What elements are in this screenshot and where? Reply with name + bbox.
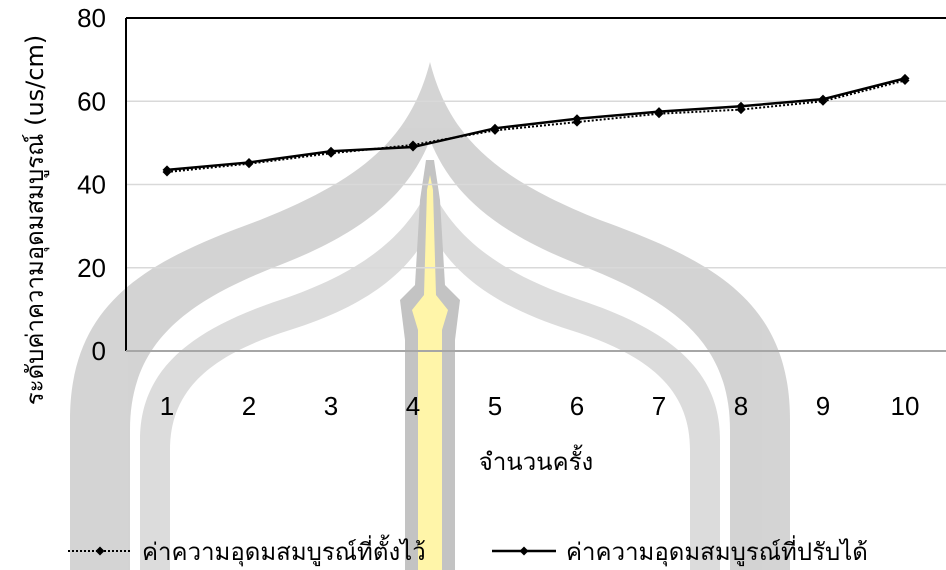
x-tick-label: 2 xyxy=(242,391,256,421)
legend-swatch-marker xyxy=(95,546,105,556)
legend: ค่าความอุดมสมบูรณ์ที่ตั้งไว้ ค่าความอุดมส… xyxy=(68,534,868,567)
x-tick-label: 4 xyxy=(406,391,420,421)
y-tick-label: 40 xyxy=(77,170,106,200)
y-axis-title: ระดับค่าความอุดมสมบูรณ์ (us/cm) xyxy=(21,35,50,405)
data-point xyxy=(490,123,500,133)
data-point xyxy=(572,114,582,124)
x-tick-labels: 1 2 3 4 5 6 7 8 9 10 xyxy=(160,391,920,421)
x-axis-title: จำนวนครั้ง xyxy=(479,444,594,476)
x-tick-label: 9 xyxy=(816,391,830,421)
data-point xyxy=(818,94,828,104)
legend-label: ค่าความอุดมสมบูรณ์ที่ตั้งไว้ xyxy=(142,534,426,567)
x-tick-label: 8 xyxy=(734,391,748,421)
y-tick-labels: 0 20 40 60 80 xyxy=(77,3,106,366)
series-line xyxy=(166,77,906,172)
data-point xyxy=(900,73,910,83)
data-point xyxy=(736,101,746,111)
x-tick-label: 7 xyxy=(652,391,666,421)
data-point xyxy=(654,107,664,117)
series-layer xyxy=(162,73,910,177)
y-tick-label: 0 xyxy=(92,336,106,366)
x-tick-label: 10 xyxy=(891,391,920,421)
y-tick-label: 20 xyxy=(77,253,106,283)
data-point xyxy=(244,157,254,167)
x-tick-label: 6 xyxy=(570,391,584,421)
y-tick-label: 80 xyxy=(77,3,106,33)
data-point xyxy=(408,142,418,152)
x-tick-label: 5 xyxy=(488,391,502,421)
x-tick-label: 1 xyxy=(160,391,174,421)
x-tick-label: 3 xyxy=(324,391,338,421)
data-point xyxy=(162,165,172,175)
y-tick-label: 60 xyxy=(77,86,106,116)
watermark-emblem xyxy=(70,62,790,570)
legend-label: ค่าความอุดมสมบูรณ์ที่ปรับได้ xyxy=(566,535,868,567)
legend-swatch-marker xyxy=(519,546,529,556)
plot-frame xyxy=(125,17,946,352)
data-point xyxy=(326,146,336,156)
